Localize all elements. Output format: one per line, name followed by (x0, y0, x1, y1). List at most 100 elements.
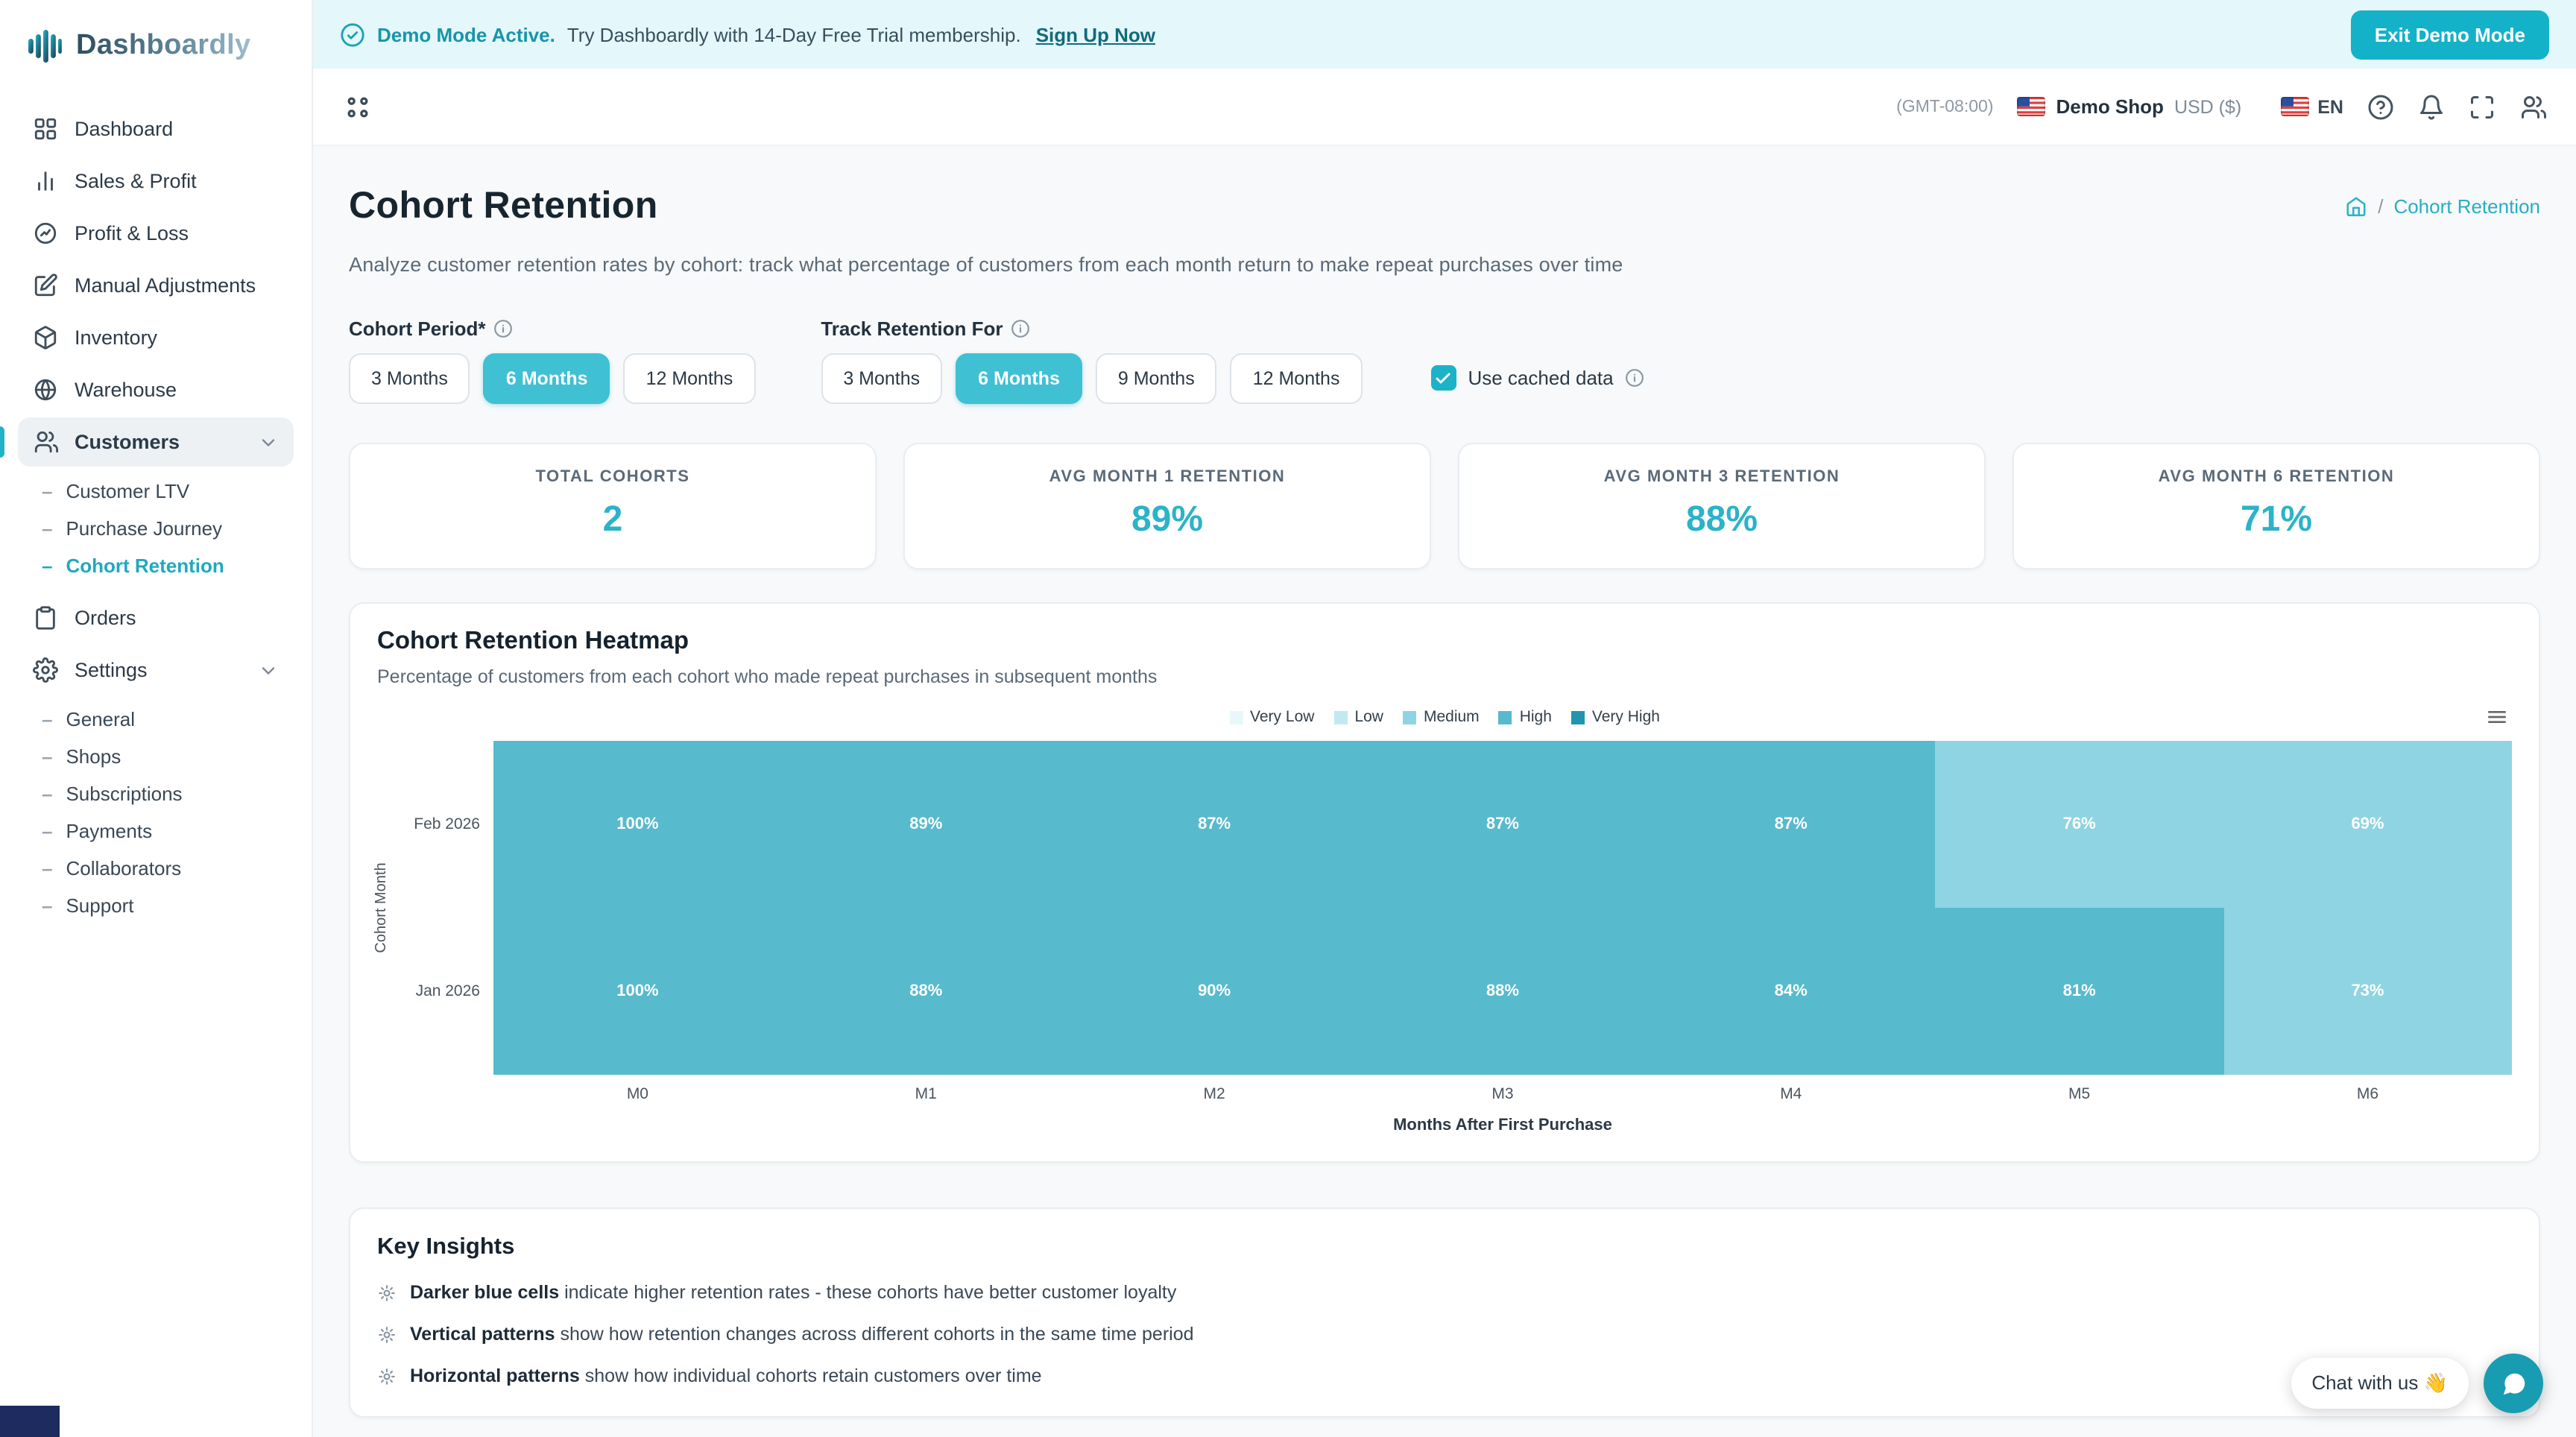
sidebar-item-warehouse[interactable]: Warehouse (18, 365, 294, 414)
currency-label: USD ($) (2174, 96, 2242, 117)
heatmap-cell[interactable]: 84% (1647, 908, 1936, 1075)
shop-selector[interactable]: Demo Shop USD ($) (2017, 95, 2241, 118)
language-selector[interactable]: EN (2280, 96, 2343, 117)
heatmap-cell[interactable]: 69% (2223, 741, 2512, 908)
chevron-down-icon (258, 432, 279, 452)
sidebar-subitem-label: Shops (66, 745, 121, 768)
apps-grid-icon[interactable] (343, 92, 373, 121)
brand-logo[interactable]: Dashboardly (0, 0, 312, 92)
fullscreen-icon[interactable] (2469, 93, 2496, 120)
sidebar-item-collaborators[interactable]: – Collaborators (18, 850, 294, 887)
track-retention-option-6-months[interactable]: 6 Months (956, 353, 1082, 404)
dash-icon: – (42, 857, 53, 879)
track-retention-option-3-months[interactable]: 3 Months (821, 353, 943, 404)
heatmap-cell[interactable]: 87% (1358, 741, 1647, 908)
chat-prompt[interactable]: Chat with us 👋 (2291, 1358, 2469, 1409)
heatmap-cell[interactable]: 87% (1070, 741, 1359, 908)
dash-icon: – (42, 745, 53, 768)
track-retention-label: Track Retention For (821, 318, 1003, 340)
chart-menu-icon[interactable] (2485, 705, 2509, 729)
sidebar-subgroup-customers: – Customer LTV – Purchase Journey – Cohort Re… (18, 470, 294, 590)
y-tick-label: Jan 2026 (415, 982, 480, 1000)
heatmap-cell[interactable]: 76% (1935, 741, 2224, 908)
insight-text: show how retention changes across differ… (560, 1324, 1194, 1345)
orders-icon (33, 605, 58, 631)
sidebar-item-settings[interactable]: Settings (18, 645, 294, 695)
heatmap-cell[interactable]: 100% (493, 908, 782, 1075)
y-axis-title: Cohort Month (373, 862, 390, 953)
legend-swatch (1333, 710, 1348, 724)
demo-banner: Demo Mode Active. Try Dashboardly with 1… (313, 0, 2576, 69)
sidebar-item-support[interactable]: – Support (18, 887, 294, 924)
legend-item-medium: Medium (1402, 708, 1480, 726)
accounts-icon[interactable] (2519, 93, 2546, 120)
sidebar-item-manual-adjustments[interactable]: Manual Adjustments (18, 261, 294, 310)
notifications-icon[interactable] (2418, 93, 2445, 120)
chevron-down-icon (258, 660, 279, 680)
legend-label: High (1519, 708, 1552, 726)
sidebar-item-customer-ltv[interactable]: – Customer LTV (18, 473, 294, 510)
home-icon[interactable] (2345, 195, 2367, 217)
x-tick-label: M0 (626, 1085, 648, 1103)
sidebar-item-shops[interactable]: – Shops (18, 738, 294, 775)
profit-loss-icon (33, 221, 58, 246)
us-flag-icon (2017, 97, 2046, 116)
sidebar-item-inventory[interactable]: Inventory (18, 313, 294, 362)
heatmap-cell[interactable]: 89% (781, 741, 1070, 908)
chat-widget: Chat with us 👋 (2291, 1354, 2543, 1413)
heatmap-cells: 100% 89% 87% 87% 87% 76% 69% (493, 741, 2512, 908)
sidebar-item-subscriptions[interactable]: – Subscriptions (18, 775, 294, 812)
sign-up-link[interactable]: Sign Up Now (1035, 23, 1156, 45)
heatmap-cell[interactable]: 88% (1358, 908, 1647, 1075)
info-icon[interactable] (1010, 319, 1029, 338)
cohort-period-option-3-months[interactable]: 3 Months (349, 353, 470, 404)
sidebar-item-label: Profit & Loss (75, 222, 189, 244)
exit-demo-button[interactable]: Exit Demo Mode (2350, 10, 2549, 59)
sidebar-item-customers[interactable]: Customers (0, 417, 294, 467)
sidebar-item-label: Customers (75, 431, 180, 453)
info-icon[interactable] (1626, 368, 1645, 388)
insight-body: Darker blue cells indicate higher retent… (410, 1282, 1176, 1303)
insight-item: Horizontal patterns show how individual … (377, 1365, 2512, 1386)
bottom-left-widget[interactable] (0, 1406, 60, 1437)
sidebar-item-label: Settings (75, 659, 148, 681)
sidebar-item-cohort-retention[interactable]: – Cohort Retention (18, 547, 294, 584)
timezone-label: (GMT-08:00) (1896, 98, 1994, 116)
sidebar-item-sales-profit[interactable]: Sales & Profit (18, 157, 294, 206)
heatmap-legend: Very Low Low Medium High Very High (377, 708, 2512, 726)
track-retention-option-9-months[interactable]: 9 Months (1095, 353, 1217, 404)
legend-label: Low (1354, 708, 1383, 726)
insight-term: Darker blue cells (410, 1282, 560, 1303)
use-cached-data-checkbox[interactable]: Use cached data (1430, 365, 1644, 391)
breadcrumb-current[interactable]: Cohort Retention (2393, 195, 2540, 217)
heatmap-row: Jan 2026 100% 88% 90% 88% 84% 81% 73% (410, 908, 2512, 1075)
sidebar-item-orders[interactable]: Orders (18, 593, 294, 642)
sidebar-item-purchase-journey[interactable]: – Purchase Journey (18, 510, 294, 547)
cohort-period-option-6-months[interactable]: 6 Months (483, 353, 610, 404)
insight-body: Vertical patterns show how retention cha… (410, 1324, 1194, 1345)
heatmap-cell[interactable]: 87% (1647, 741, 1936, 908)
topbar: (GMT-08:00) Demo Shop USD ($) EN (313, 69, 2576, 146)
cohort-period-option-12-months[interactable]: 12 Months (623, 353, 756, 404)
insights-title: Key Insights (377, 1234, 515, 1260)
info-icon[interactable] (493, 319, 512, 338)
chat-button[interactable] (2484, 1354, 2543, 1413)
sidebar-item-payments[interactable]: – Payments (18, 812, 294, 850)
help-icon[interactable] (2367, 93, 2394, 120)
sidebar-item-dashboard[interactable]: Dashboard (18, 104, 294, 154)
sidebar-item-profit-loss[interactable]: Profit & Loss (18, 209, 294, 258)
track-retention-option-12-months[interactable]: 12 Months (1230, 353, 1363, 404)
heatmap-cell[interactable]: 73% (2223, 908, 2512, 1075)
dash-icon: – (42, 555, 53, 577)
heatmap-cell[interactable]: 90% (1070, 908, 1359, 1075)
heatmap-cell[interactable]: 81% (1935, 908, 2224, 1075)
stat-label: TOTAL COHORTS (535, 468, 690, 486)
legend-label: Very High (1591, 708, 1660, 726)
heatmap-cell[interactable]: 100% (493, 741, 782, 908)
dash-icon: – (42, 820, 53, 842)
sidebar-item-general[interactable]: – General (18, 701, 294, 738)
heatmap-cell[interactable]: 88% (781, 908, 1070, 1075)
stat-label: AVG MONTH 3 RETENTION (1603, 468, 1840, 486)
sidebar-subitem-label: Payments (66, 820, 153, 842)
page-content: Cohort Retention / Cohort Retention Anal… (313, 146, 2576, 1437)
